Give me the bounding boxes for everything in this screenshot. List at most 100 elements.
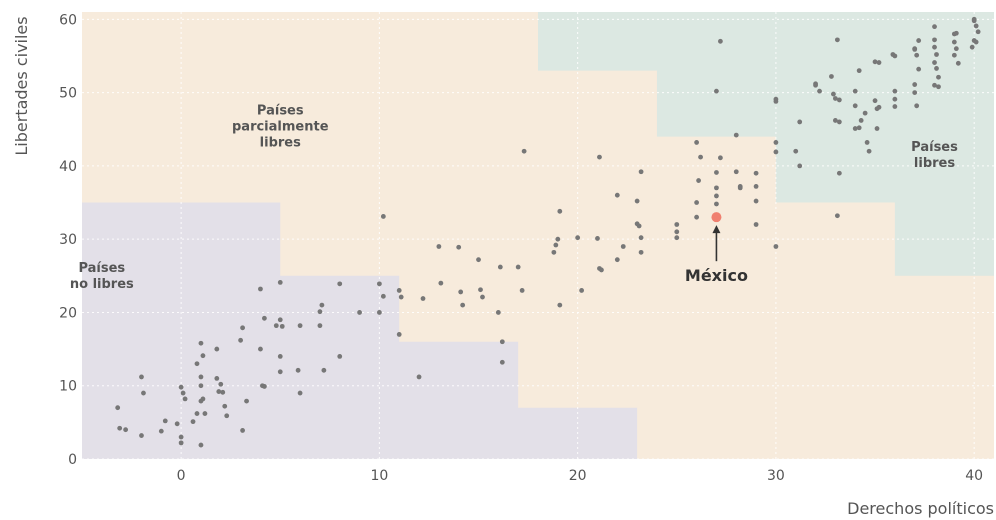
y-tick-label: 20 bbox=[59, 305, 77, 321]
data-point bbox=[936, 74, 941, 80]
ticks-layer: 0 10 20 30 40 0 10 20 30 40 50 60 bbox=[59, 12, 983, 484]
data-point bbox=[200, 353, 206, 359]
data-point bbox=[973, 23, 979, 29]
data-point bbox=[953, 30, 959, 36]
data-point bbox=[396, 332, 402, 337]
data-point bbox=[773, 149, 779, 155]
data-point bbox=[194, 361, 200, 367]
data-point bbox=[866, 148, 872, 154]
data-point bbox=[797, 163, 803, 169]
regions-layer bbox=[82, 12, 994, 459]
data-point bbox=[214, 346, 220, 352]
mexico-label: México bbox=[685, 266, 748, 285]
data-point bbox=[773, 99, 779, 104]
data-point bbox=[416, 374, 422, 380]
data-point bbox=[829, 74, 834, 79]
data-point bbox=[852, 126, 858, 131]
data-point bbox=[460, 302, 466, 308]
data-point bbox=[557, 302, 563, 308]
data-point bbox=[277, 354, 283, 359]
data-point bbox=[620, 244, 626, 249]
data-point bbox=[874, 106, 880, 112]
data-point bbox=[614, 192, 620, 198]
data-point bbox=[499, 359, 505, 365]
data-point bbox=[753, 222, 759, 227]
data-point bbox=[832, 96, 838, 101]
data-point bbox=[458, 289, 464, 295]
data-point bbox=[238, 337, 244, 343]
data-point bbox=[194, 411, 200, 416]
region-label-line: parcialmente bbox=[232, 120, 329, 135]
data-point bbox=[951, 39, 957, 45]
y-axis-title: Libertades civiles bbox=[12, 16, 31, 155]
data-point bbox=[198, 442, 204, 448]
data-point bbox=[872, 59, 878, 65]
data-point bbox=[694, 214, 700, 220]
data-point bbox=[912, 82, 918, 87]
region-label-line: Países bbox=[257, 104, 304, 119]
y-tick-label: 40 bbox=[59, 159, 77, 175]
data-point bbox=[932, 60, 937, 65]
data-point bbox=[914, 103, 920, 109]
data-point bbox=[753, 184, 759, 189]
data-point bbox=[892, 53, 898, 59]
data-point bbox=[698, 154, 703, 160]
data-point bbox=[773, 140, 779, 145]
data-point bbox=[224, 413, 230, 419]
data-point bbox=[174, 421, 180, 427]
data-point bbox=[337, 281, 343, 287]
x-axis-title: Derechos políticos bbox=[847, 499, 994, 518]
data-point bbox=[317, 309, 323, 315]
data-point bbox=[955, 60, 961, 66]
data-point bbox=[858, 118, 864, 123]
data-point bbox=[198, 383, 204, 389]
data-point bbox=[279, 323, 285, 329]
data-point bbox=[832, 118, 838, 123]
data-point bbox=[123, 427, 129, 433]
data-point bbox=[718, 38, 723, 44]
data-point bbox=[874, 126, 880, 131]
data-point bbox=[973, 39, 979, 45]
highlight-layer: México bbox=[685, 212, 748, 285]
data-point bbox=[115, 405, 121, 411]
data-point bbox=[674, 222, 680, 227]
data-point bbox=[817, 88, 822, 94]
data-point bbox=[694, 200, 700, 205]
data-point bbox=[319, 302, 325, 308]
data-point bbox=[218, 381, 224, 387]
data-point bbox=[773, 244, 779, 249]
data-point bbox=[198, 340, 204, 346]
data-point bbox=[553, 242, 559, 248]
grid-layer bbox=[82, 12, 994, 460]
data-point bbox=[499, 339, 505, 345]
data-point bbox=[638, 169, 644, 175]
data-point bbox=[297, 323, 303, 329]
data-point bbox=[914, 52, 920, 58]
data-point bbox=[714, 193, 719, 199]
data-point bbox=[258, 286, 263, 292]
data-point bbox=[856, 68, 862, 74]
data-point bbox=[714, 88, 719, 94]
data-point bbox=[892, 88, 898, 94]
data-point bbox=[934, 52, 939, 57]
data-point bbox=[380, 214, 386, 219]
data-point bbox=[836, 97, 842, 103]
data-point bbox=[892, 96, 898, 102]
data-point bbox=[872, 98, 878, 104]
data-point bbox=[262, 315, 267, 321]
data-point bbox=[599, 267, 604, 273]
data-point bbox=[180, 390, 186, 396]
region-label-line: Países bbox=[911, 140, 958, 155]
data-point bbox=[934, 66, 939, 71]
data-point bbox=[178, 440, 184, 446]
region-free bbox=[538, 12, 994, 276]
data-point bbox=[380, 293, 386, 299]
data-point bbox=[198, 374, 204, 380]
data-point bbox=[178, 384, 184, 390]
data-point bbox=[495, 310, 501, 315]
data-point bbox=[178, 434, 184, 440]
mexico-point bbox=[711, 212, 722, 223]
region-label-line: libres bbox=[260, 136, 301, 151]
